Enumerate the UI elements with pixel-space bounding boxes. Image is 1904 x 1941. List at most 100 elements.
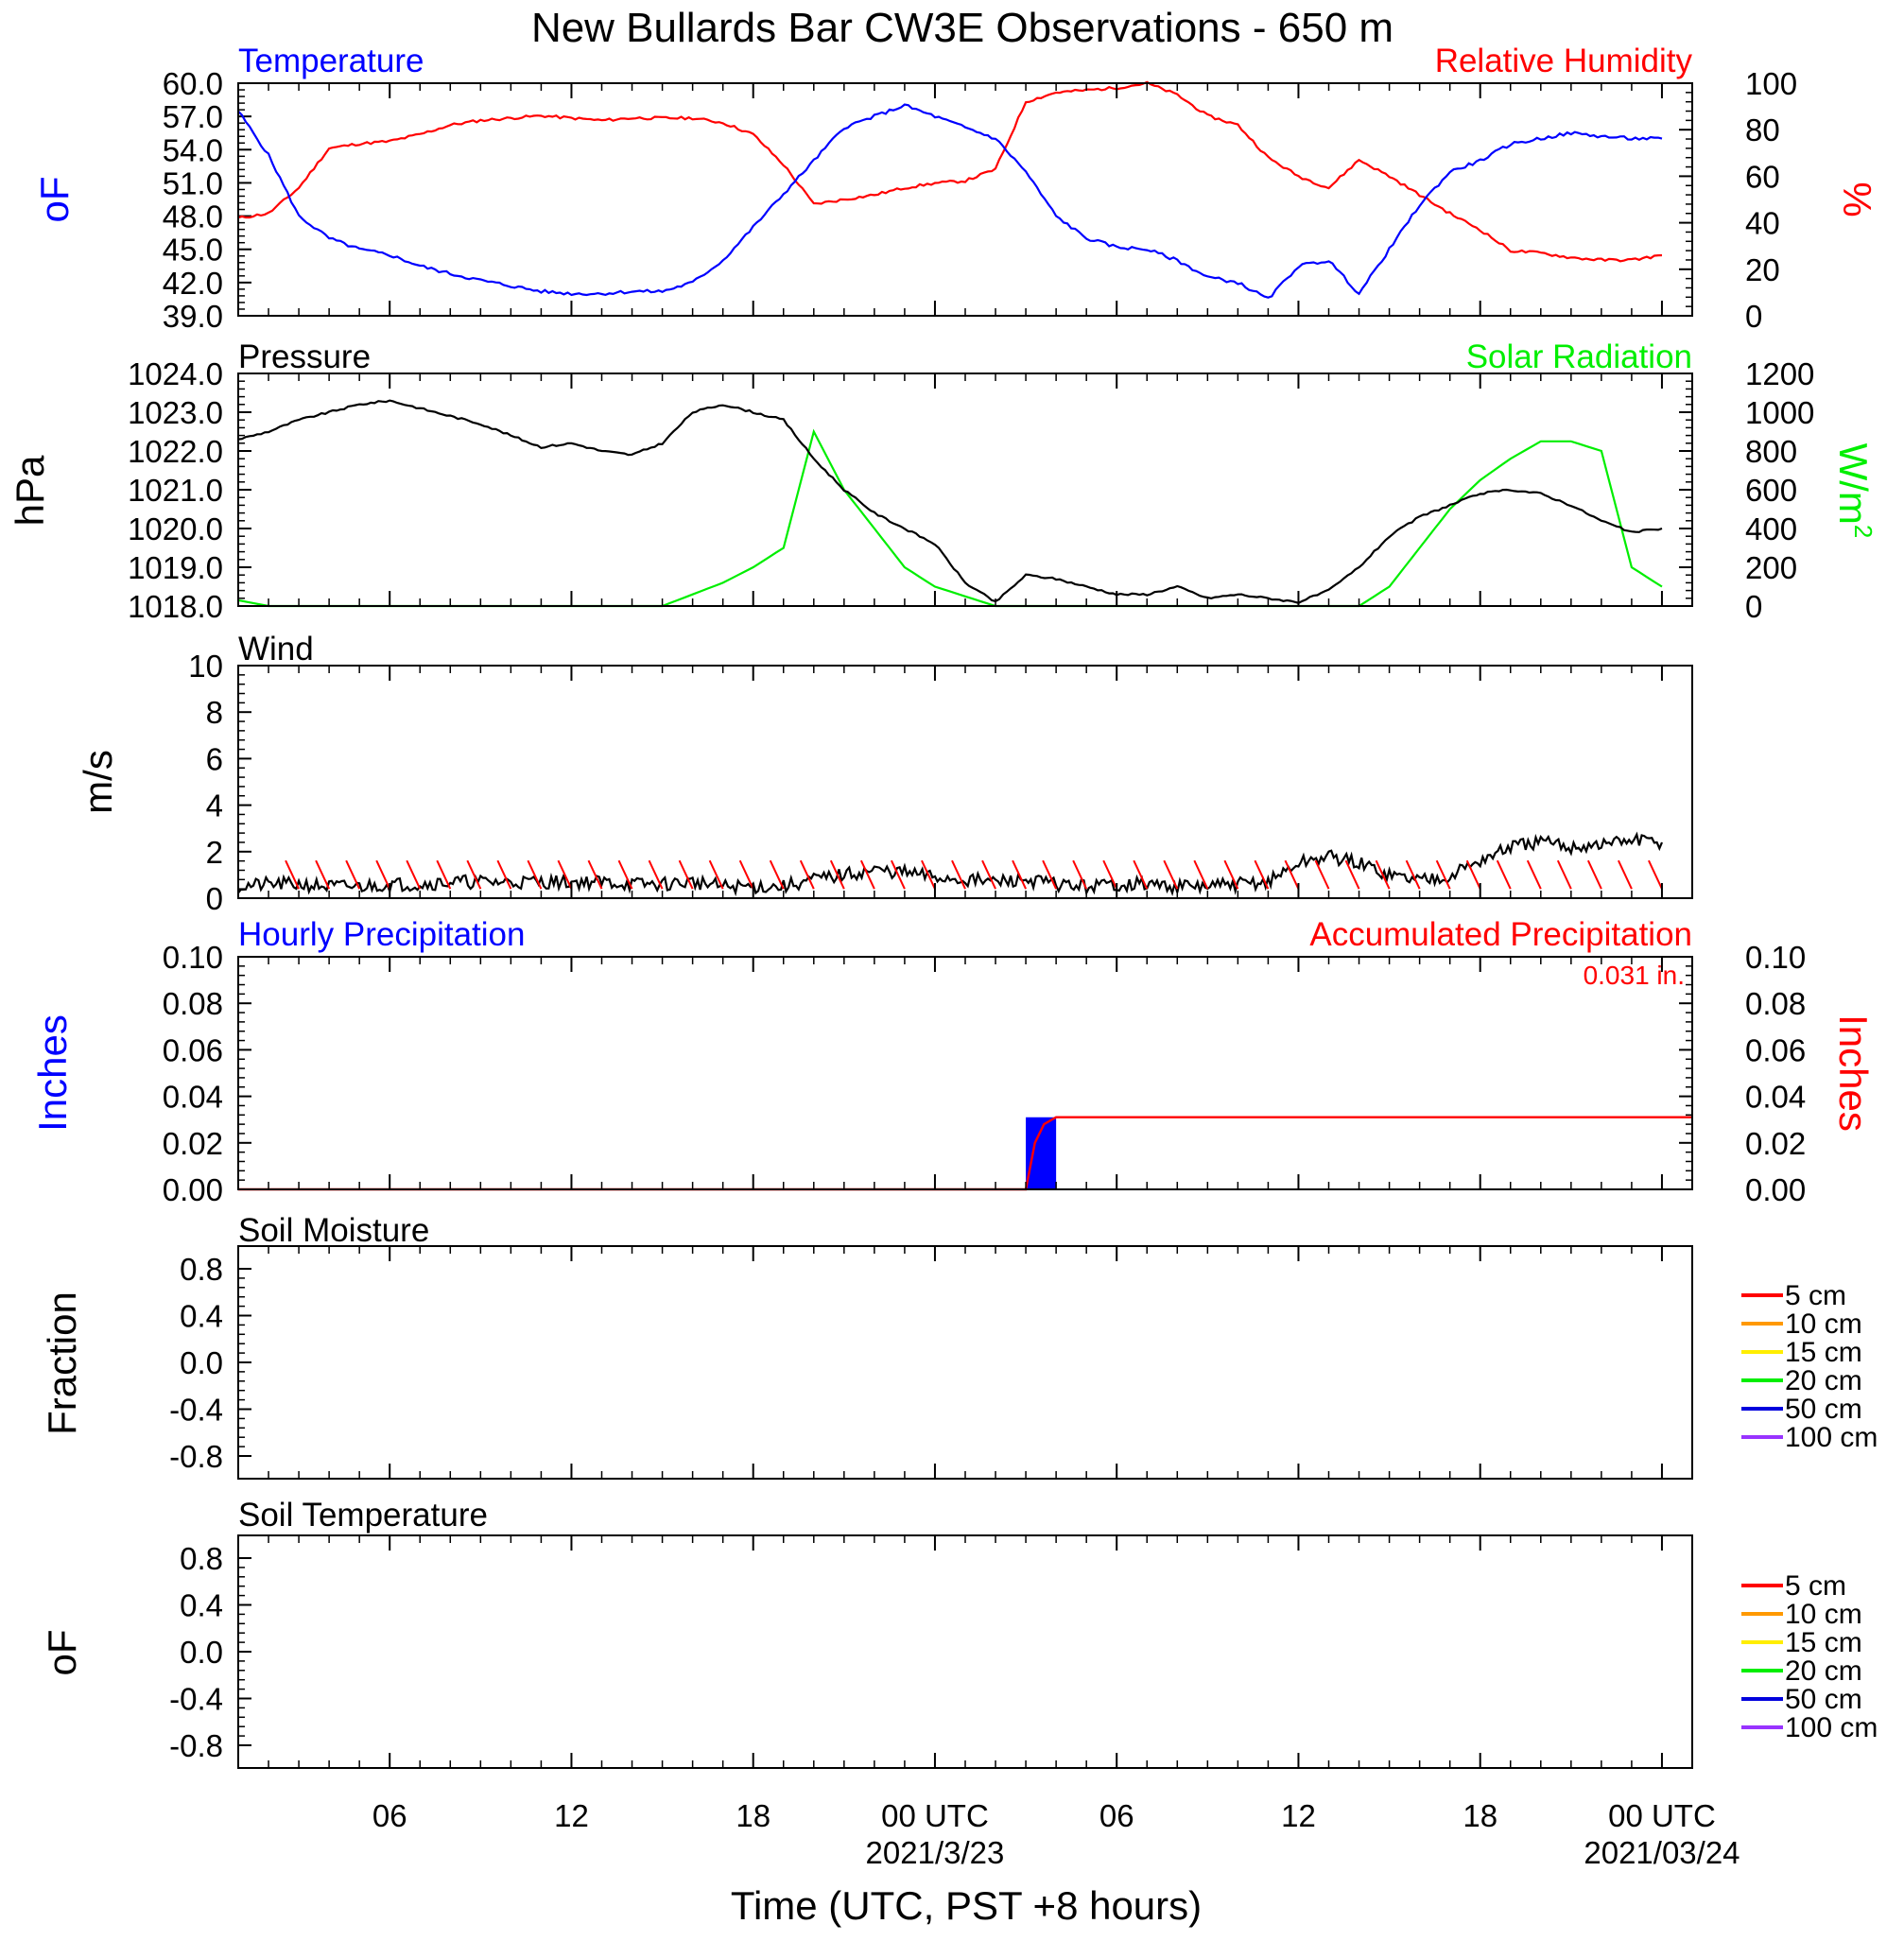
wind-barb	[557, 859, 573, 890]
tick-label: 1200	[1745, 356, 1814, 391]
tick-label: 1023.0	[128, 395, 223, 430]
tick-label: 45.0	[163, 233, 223, 268]
tick-label: 4	[206, 789, 223, 823]
solar-unit: W/m2	[1831, 443, 1878, 539]
wind-barb	[1405, 859, 1421, 890]
tick-label: 51.0	[163, 165, 223, 200]
x-tick-date-label: 2021/3/23	[866, 1835, 1005, 1870]
pressure-title: Pressure	[238, 338, 371, 375]
wind-barb	[1102, 859, 1118, 890]
tick-label: 0.02	[1745, 1126, 1806, 1161]
tick-label: 60	[1745, 159, 1780, 194]
wind-barb	[1223, 859, 1239, 890]
tick-label: 0.0	[180, 1345, 223, 1380]
legend-label: 5 cm	[1785, 1570, 1846, 1602]
x-tick-label: 18	[736, 1798, 770, 1833]
wind-barb	[466, 859, 482, 890]
wind-barb	[496, 859, 512, 890]
temperature-line	[237, 103, 1663, 299]
x-tick-label: 00 UTC	[1608, 1798, 1716, 1833]
tick-label: 0.08	[1745, 986, 1806, 1021]
tick-label: 1019.0	[128, 550, 223, 585]
solar-title: Solar Radiation	[1466, 338, 1692, 375]
wind-barb	[1163, 859, 1179, 890]
wind-barb	[1496, 859, 1512, 890]
tick-label: 42.0	[163, 266, 223, 301]
wind-barb	[1042, 859, 1058, 890]
hourly-precip-title: Hourly Precipitation	[238, 916, 525, 953]
soil-moisture-panel: Soil Moisture Fraction 0.8 0.4 0.0 -0.4 -0.8…	[40, 1212, 1878, 1480]
legend-label: 50 cm	[1785, 1684, 1862, 1715]
wind-barb	[345, 859, 361, 890]
wind-barb	[285, 859, 300, 890]
x-tick-label: 18	[1463, 1798, 1497, 1833]
tick-label: 0.00	[1745, 1172, 1806, 1207]
wind-barb	[1586, 859, 1602, 890]
tick-label: 0.04	[163, 1080, 223, 1115]
wind-barb	[527, 859, 543, 890]
wind-barb	[1284, 859, 1300, 890]
tick-label: 0.8	[180, 1541, 223, 1576]
wind-barb	[1526, 859, 1542, 890]
wind-unit: m/s	[76, 750, 120, 814]
wind-tick-labels: 10 8 6 4 2 0	[188, 649, 251, 916]
wind-barb	[1556, 859, 1572, 890]
legend-label: 20 cm	[1785, 1365, 1862, 1396]
chart-title: New Bullards Bar CW3E Observations - 650…	[531, 5, 1393, 51]
wind-barb	[436, 859, 452, 890]
x-axis-label: Time (UTC, PST +8 hours)	[731, 1883, 1202, 1928]
tick-label: -0.8	[169, 1439, 223, 1474]
tick-label: 0.00	[163, 1172, 223, 1207]
tick-label: 0.04	[1745, 1080, 1806, 1115]
tick-label: 0.02	[163, 1126, 223, 1161]
tick-label: 40	[1745, 206, 1780, 241]
legend-label: 15 cm	[1785, 1627, 1862, 1658]
solar-unit-exponent: 2	[1849, 525, 1878, 538]
wind-barb	[921, 859, 936, 890]
tick-label: 39.0	[163, 299, 223, 334]
wind-barb	[315, 859, 331, 890]
tick-label: 1018.0	[128, 589, 223, 624]
wind-barb	[981, 859, 996, 890]
pressure-line	[237, 399, 1663, 604]
x-tick-label: 12	[554, 1798, 589, 1833]
tick-label: 100	[1745, 66, 1797, 101]
humidity-line	[237, 80, 1663, 263]
x-tick-label: 00 UTC	[881, 1798, 989, 1833]
wind-barb	[1072, 859, 1088, 890]
tick-label: 0.08	[163, 986, 223, 1021]
wind-barb	[1618, 859, 1633, 890]
pressure-unit: hPa	[8, 455, 52, 526]
tick-label: -0.8	[169, 1728, 223, 1763]
tick-label: -0.4	[169, 1393, 223, 1428]
tick-label: 20	[1745, 252, 1780, 287]
wind-barb	[678, 859, 694, 890]
wind-barb	[617, 859, 633, 890]
temp-rh-series	[237, 80, 1663, 299]
wind-barb	[951, 859, 966, 890]
tick-label: 60.0	[163, 66, 223, 101]
wind-barb	[859, 859, 875, 890]
wind-barb	[799, 859, 815, 890]
legend-label: 5 cm	[1785, 1280, 1846, 1311]
x-tick-label: 06	[372, 1798, 407, 1833]
legend-label: 100 cm	[1785, 1712, 1878, 1743]
accum-precip-title: Accumulated Precipitation	[1309, 916, 1692, 953]
solar-unit-base: W/m	[1831, 443, 1876, 525]
tick-label: 0	[1745, 299, 1762, 334]
accum-precip-tick-labels: 0.10 0.08 0.06 0.04 0.02 0.00	[1679, 940, 1806, 1207]
wind-barb	[1465, 859, 1481, 890]
soil-temp-unit: oF	[40, 1629, 84, 1675]
tick-label: 0	[1745, 589, 1762, 624]
x-tick-label: 12	[1281, 1798, 1316, 1833]
humidity-tick-labels: 100 80 60 40 20 0	[1679, 66, 1797, 334]
legend-label: 100 cm	[1785, 1422, 1878, 1453]
tick-label: 8	[206, 695, 223, 730]
x-axis-ticks	[268, 83, 1663, 1768]
pressure-solar-panel: Pressure Solar Radiation hPa W/m2 1024.0…	[8, 338, 1878, 624]
tick-label: 800	[1745, 434, 1797, 469]
